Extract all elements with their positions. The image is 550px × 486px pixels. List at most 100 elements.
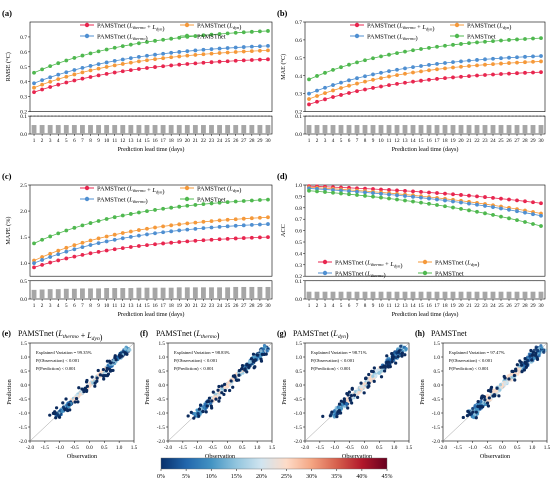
bar — [241, 125, 247, 134]
bar — [257, 125, 263, 134]
scatter-point — [217, 399, 221, 403]
x-tick-label: -1.5 — [454, 445, 463, 451]
point-dyn — [48, 251, 53, 256]
point-thermo — [403, 194, 407, 198]
point-thermo_dyn — [137, 67, 141, 71]
legend-label: PAMSTnet (Ldyn) — [467, 22, 511, 31]
x-tick-label: 21 — [466, 138, 472, 144]
point-plain — [249, 29, 254, 34]
scatter-point — [474, 416, 478, 420]
annotation-text: Explained Variation = 98.83% — [174, 350, 230, 355]
scatter-point — [53, 411, 57, 416]
point-dyn — [72, 72, 77, 77]
bar — [410, 125, 416, 134]
colorbar-tick-label: 30% — [306, 474, 317, 480]
scatter-point — [385, 354, 389, 358]
legend-swatch-marker — [184, 22, 190, 28]
bar — [418, 291, 424, 299]
point-plain — [145, 209, 149, 214]
x-tick-label: 5 — [65, 303, 68, 309]
scatter-point — [531, 350, 535, 354]
point-thermo_dyn — [331, 95, 335, 99]
point-thermo — [64, 249, 69, 254]
bar — [63, 288, 69, 299]
scatter-point — [123, 347, 127, 351]
point-plain — [225, 31, 230, 36]
point-thermo_dyn — [499, 72, 503, 76]
point-plain — [266, 29, 270, 33]
point-plain — [459, 207, 463, 211]
point-dyn — [209, 51, 214, 56]
bar — [225, 287, 231, 299]
y-tick-label: 0.0 — [295, 132, 302, 138]
scatter-point — [383, 365, 387, 369]
x-tick-label: 10 — [378, 303, 384, 309]
x-tick-label: 30 — [538, 303, 544, 309]
x-tick-label: 24 — [217, 138, 223, 144]
x-tick-label: 15 — [144, 303, 150, 309]
bar — [538, 291, 544, 299]
x-tick-label: 16 — [152, 138, 158, 144]
bar — [217, 125, 222, 134]
point-thermo — [120, 57, 125, 62]
point-thermo — [258, 222, 262, 227]
x-tick-label: 14 — [410, 303, 416, 309]
point-thermo — [379, 70, 383, 75]
point-plain — [88, 221, 93, 225]
legend: PAMSTnet (Lthermo + Ldyn) PAMSTnet (Ldyn)… — [318, 259, 479, 279]
panel-title: PAMSTnet (Lthermo + Ldyn) — [18, 329, 103, 342]
point-thermo — [539, 54, 543, 58]
point-thermo — [233, 223, 238, 228]
point-thermo — [120, 236, 125, 241]
point-thermo — [137, 55, 141, 59]
x-tick-label: -0.5 — [70, 445, 79, 451]
scatter-point — [220, 387, 224, 391]
scatter-point — [77, 386, 81, 390]
point-thermo_dyn — [371, 86, 375, 90]
point-thermo_dyn — [169, 63, 174, 68]
x-tick-label: 23 — [482, 138, 488, 144]
scatter-point — [261, 347, 265, 351]
point-dyn — [363, 79, 367, 84]
legend-swatch-marker — [84, 196, 90, 202]
x-tick-label: 22 — [201, 303, 207, 309]
bar — [47, 289, 53, 299]
y-tick-label: 0.4 — [20, 80, 27, 86]
point-thermo — [48, 255, 53, 259]
point-thermo_dyn — [387, 188, 391, 192]
bar — [249, 286, 255, 299]
scatter-point — [197, 414, 201, 418]
point-plain — [539, 224, 543, 228]
point-dyn — [112, 232, 117, 237]
y-tick-label: 0.4 — [295, 251, 302, 257]
point-thermo — [40, 78, 44, 83]
scatter-point — [211, 396, 216, 401]
bar — [136, 287, 142, 299]
point-plain — [161, 37, 166, 42]
x-tick-label: -2.0 — [164, 445, 173, 451]
point-dyn — [467, 64, 471, 68]
point-thermo_dyn — [307, 102, 311, 107]
y-tick-label: 0.7 — [295, 20, 302, 26]
point-dyn — [531, 59, 535, 64]
scatter-point — [107, 367, 112, 371]
scatter-point — [239, 367, 244, 371]
point-dyn — [411, 70, 415, 75]
x-tick-label: 14 — [136, 138, 142, 144]
scatter-point — [90, 375, 94, 379]
scatter-point — [237, 369, 241, 373]
point-plain — [475, 40, 479, 45]
x-tick-label: 1.0 — [116, 445, 123, 451]
x-tick-label: 27 — [514, 303, 520, 309]
point-thermo_dyn — [153, 65, 157, 69]
point-thermo_dyn — [169, 240, 174, 245]
bar — [410, 291, 416, 299]
x-tick-label: 28 — [522, 303, 528, 309]
point-dyn — [249, 49, 254, 54]
panel-a: (a)0.00.10.20.30.40.50.60.71 2 3 4 5 6 7 8 9 10 11… — [2, 8, 273, 153]
point-dyn — [217, 51, 222, 55]
point-thermo — [355, 76, 359, 81]
point-thermo_dyn — [419, 190, 423, 194]
scatter-point — [88, 381, 92, 385]
x-tick-label: 26 — [506, 138, 512, 144]
